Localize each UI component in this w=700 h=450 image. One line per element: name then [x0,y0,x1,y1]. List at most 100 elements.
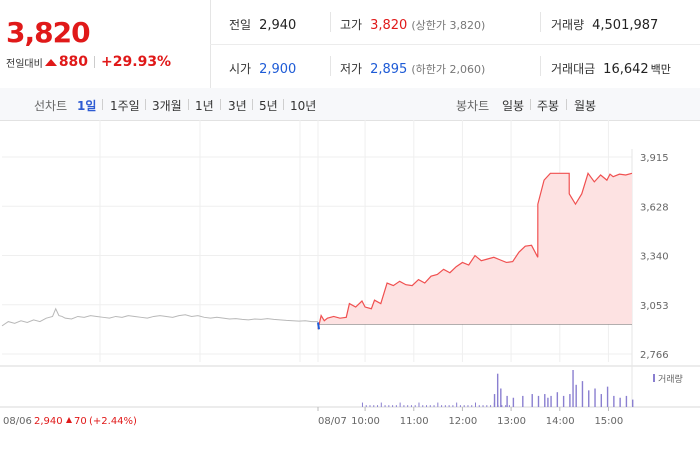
volume-bar [407,405,409,407]
volume-bar [456,402,458,407]
line-chart-title: 선차트 [34,99,68,113]
volume-label: 거래량 [551,18,585,32]
x-tick-label: 08/07 [318,416,347,427]
high-value: 3,820 [370,18,408,33]
today-series-line [317,171,633,330]
current-price: 3,820 [6,16,91,49]
tab-1-week[interactable]: 1주일 [110,99,140,113]
volume-legend-swatch [653,374,655,382]
volume-bar [575,384,577,407]
volume-bars: 거래량 [361,370,683,407]
volume-bar [619,397,621,407]
volume-bar [463,405,465,407]
volume-bar [562,395,565,407]
low-cell: 저가 2,895 (하한가 2,060) [340,60,485,77]
divider [188,99,189,110]
low-label: 저가 [340,62,363,76]
prev-close-value: 2,940 [259,18,297,33]
divider [94,56,96,68]
tab-3-months[interactable]: 3개월 [152,99,182,113]
today-area-fill [318,173,632,330]
divider [252,99,253,110]
up-triangle-icon [66,417,72,423]
today-area [317,171,633,330]
divider [330,56,331,76]
x-tick-label: 12:00 [448,416,477,427]
volume-bar [490,405,492,407]
divider [540,12,541,32]
divider [530,99,531,110]
volume-bar [384,405,386,407]
volume-bar [613,395,615,407]
volume-bar [550,395,552,407]
divider [145,99,146,110]
tab-1-year[interactable]: 1년 [195,99,214,113]
volume-bar [475,402,476,407]
tab-3-years[interactable]: 3년 [228,99,247,113]
volume-bar [569,394,571,407]
volume-bar [452,405,454,407]
amount-cell: 거래대금 16,642 백만 [551,60,671,77]
divider [220,99,221,110]
volume-bar [486,405,488,407]
volume-bar [594,388,596,407]
volume-bar [426,405,428,407]
candle-chart-title: 봉차트 [456,99,490,113]
y-tick-label: 3,340 [640,252,669,263]
tab-monthly-candle[interactable]: 월봉 [574,99,597,113]
volume-bar [547,397,549,407]
volume-bar [444,405,446,407]
tab-daily-candle[interactable]: 일봉 [502,99,525,113]
volume-bar [403,405,405,407]
volume-bar [522,395,524,407]
volume-bar [496,373,499,407]
y-tick-label: 2,766 [640,350,669,361]
tab-10-years[interactable]: 10년 [290,99,317,113]
volume-value: 4,501,987 [592,18,659,33]
volume-bar [606,386,609,407]
up-triangle-icon [44,58,57,66]
change-value: 880 [58,54,89,70]
volume-bar [572,370,574,407]
change-label: 전일대비 [6,58,43,70]
volume-bar [537,395,540,407]
tab-5-years[interactable]: 5년 [259,99,278,113]
volume-bar [600,394,602,407]
open-value: 2,900 [259,62,297,77]
volume-bar [373,405,375,407]
change-row: 전일대비 880 +29.93% [6,54,171,70]
prev-close-label: 전일 [229,18,252,32]
high-cell: 고가 3,820 (상한가 3,820) [340,16,485,33]
x-tick-label: 13:00 [497,416,526,427]
x-axis: 08/06 2,940 70 (+2.44%) 08/07 10:00 11:00 12:00… [3,407,623,427]
y-tick-label: 3,053 [640,301,669,312]
volume-bar [388,405,390,407]
prev-day-close-label: 2,940 [34,416,63,427]
volume-bar [531,394,533,407]
volume-bar [380,402,382,407]
volume-bar [467,405,469,407]
chart-toolbar: 선차트 1일 1주일 3개월 1년 3년 5년 10년 봉차트 일봉 주봉 월봉 [0,88,700,121]
lower-limit: (하한가 2,060) [411,63,486,76]
prev-day-date-label: 08/06 [3,416,32,427]
divider [540,56,541,76]
volume-bar [459,405,461,407]
volume-bar [399,402,401,407]
upper-limit: (상한가 3,820) [411,19,486,32]
y-axis: 3,915 3,628 3,340 3,053 2,766 [640,153,669,361]
volume-bar [493,402,495,407]
volume-cell: 거래량 4,501,987 [551,16,658,33]
divider [210,44,700,45]
volume-bar [588,390,590,407]
volume-bar [625,395,628,407]
open-label: 시가 [229,62,252,76]
divider [566,99,567,110]
divider [283,99,284,110]
volume-bar [392,405,394,407]
tab-1-day[interactable]: 1일 [77,99,97,113]
volume-bar [512,397,515,407]
volume-bar [556,392,559,407]
volume-bar [414,405,416,407]
tab-weekly-candle[interactable]: 주봉 [537,99,560,113]
volume-bar [500,388,502,407]
